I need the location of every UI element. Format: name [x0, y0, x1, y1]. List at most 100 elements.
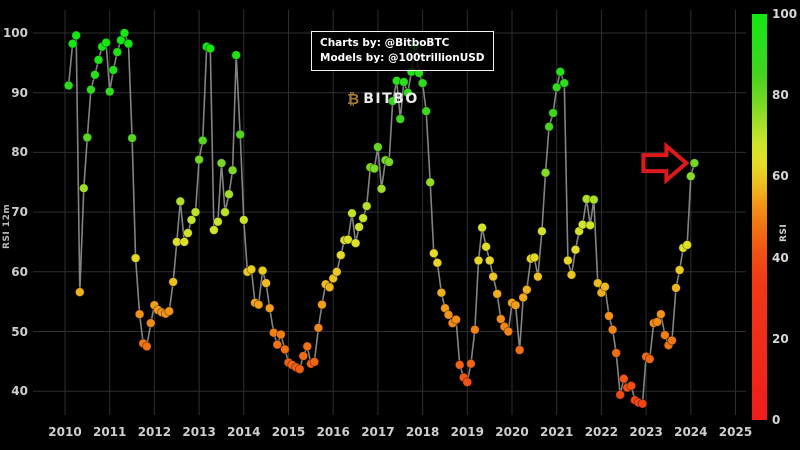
data-point	[656, 309, 666, 320]
x-tick-2025: 2025	[718, 425, 753, 439]
colorbar-tick-100: 100	[772, 7, 798, 21]
data-point	[164, 306, 175, 317]
data-point	[398, 77, 409, 87]
data-point	[484, 255, 495, 266]
data-point	[343, 234, 353, 245]
data-point	[607, 324, 618, 335]
data-point	[402, 87, 413, 98]
data-point	[239, 215, 249, 225]
data-point	[90, 70, 100, 80]
x-tick-2018: 2018	[405, 425, 440, 439]
data-point	[183, 228, 193, 238]
data-point	[209, 225, 219, 235]
data-point	[71, 30, 81, 41]
data-point	[108, 65, 119, 75]
data-point	[235, 129, 246, 140]
y-tick-90: 90	[11, 85, 28, 100]
data-point	[224, 189, 234, 200]
data-point	[93, 55, 104, 65]
data-point	[600, 281, 610, 292]
data-point	[488, 271, 499, 282]
data-point	[104, 86, 115, 97]
data-point	[626, 380, 637, 391]
data-point	[358, 213, 368, 223]
data-point	[272, 339, 283, 350]
data-point	[689, 158, 700, 168]
data-point	[302, 341, 313, 352]
data-point	[660, 330, 670, 340]
data-point	[671, 283, 681, 293]
data-point	[294, 364, 305, 374]
attribution-box: Charts by: @BitboBTC Models by: @100tril…	[311, 31, 494, 72]
data-point	[387, 96, 398, 106]
data-point	[179, 237, 190, 247]
data-point	[529, 252, 540, 263]
x-tick-2017: 2017	[361, 425, 395, 439]
y-tick-70: 70	[11, 205, 28, 220]
data-point	[205, 43, 216, 54]
data-point	[667, 335, 677, 346]
data-point	[588, 194, 599, 205]
data-point	[82, 132, 93, 143]
data-point	[101, 37, 111, 48]
x-tick-2019: 2019	[450, 425, 484, 439]
data-point	[276, 329, 286, 340]
x-tick-2022: 2022	[584, 425, 619, 439]
colorbar-tick-40: 40	[772, 250, 789, 265]
data-point	[462, 377, 473, 388]
data-point	[436, 287, 447, 298]
data-point	[533, 271, 543, 282]
data-point	[146, 318, 156, 328]
data-point	[63, 80, 74, 91]
data-point	[86, 84, 96, 95]
data-point	[618, 373, 629, 384]
data-point	[514, 345, 525, 355]
data-point	[220, 207, 230, 217]
data-point	[335, 250, 346, 260]
data-point	[123, 38, 134, 49]
data-point	[373, 142, 383, 152]
y-tick-60: 60	[11, 264, 28, 279]
data-point	[395, 114, 406, 124]
data-point	[257, 265, 268, 276]
data-point	[682, 240, 692, 250]
data-point	[175, 196, 186, 207]
data-point	[261, 278, 271, 288]
data-point	[347, 208, 357, 219]
data-point	[555, 67, 566, 77]
x-tick-2014: 2014	[227, 425, 261, 439]
y-tick-80: 80	[11, 145, 28, 160]
data-point	[570, 244, 581, 255]
x-tick-2015: 2015	[271, 425, 306, 439]
data-point	[644, 354, 655, 364]
data-point	[615, 389, 625, 400]
data-point	[298, 351, 309, 361]
data-point	[231, 50, 242, 60]
y-tick-40: 40	[11, 384, 28, 399]
x-tick-2010: 2010	[48, 425, 82, 439]
data-point	[384, 157, 394, 167]
data-point	[75, 287, 85, 297]
x-tick-2020: 2020	[495, 425, 529, 439]
x-tick-2024: 2024	[674, 425, 708, 439]
data-point	[551, 82, 562, 93]
data-point	[477, 222, 487, 233]
bitbo-logo: ₿ BITBO	[347, 90, 419, 108]
data-point	[495, 314, 506, 324]
data-point	[369, 163, 380, 174]
x-tick-2012: 2012	[137, 425, 172, 439]
data-point	[116, 35, 126, 45]
data-point	[317, 299, 327, 310]
x-tick-2016: 2016	[316, 425, 350, 439]
y-axis-label: RSI 12m	[2, 203, 12, 249]
data-point	[190, 207, 201, 217]
data-point	[197, 135, 208, 146]
data-point	[309, 357, 320, 367]
x-tick-2013: 2013	[182, 425, 216, 439]
x-tick-2021: 2021	[539, 425, 574, 439]
colorbar-label: RSI	[779, 223, 789, 242]
data-point	[428, 248, 439, 259]
data-point	[537, 226, 547, 237]
data-point	[134, 309, 145, 320]
